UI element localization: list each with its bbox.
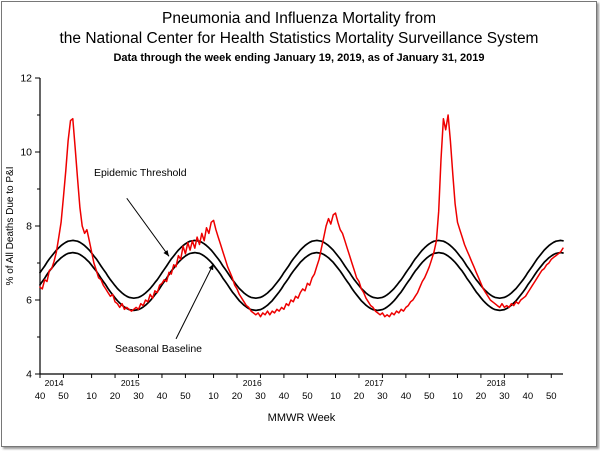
chart-title-line-1: Pneumonia and Influenza Mortality from [162,10,436,27]
epidemic-threshold-line [39,239,564,300]
epidemic-threshold-annotation-label: Epidemic Threshold [94,167,187,179]
x-tick-label: 20 [354,391,365,402]
y-tick-label: 8 [26,221,32,233]
seasonal-baseline-annotation-arrow [175,263,214,340]
x-tick-label: 50 [546,391,557,402]
x-tick-label: 40 [35,391,46,402]
x-tick-label: 40 [157,391,168,402]
x-tick-label: 20 [110,391,121,402]
x-tick-label: 40 [401,391,412,402]
x-tick-label: 20 [476,391,487,402]
x-tick-label: 30 [255,391,266,402]
chart-subtitle: Data through the week ending January 19,… [113,52,485,64]
y-tick-label: 10 [20,147,32,159]
year-label: 2017 [365,378,384,388]
x-tick-label: 50 [302,391,313,402]
x-tick-label: 50 [58,391,69,402]
year-label: 2018 [487,378,506,388]
x-axis-label: MMWR Week [268,412,336,424]
seasonal-baseline-annotation-label: Seasonal Baseline [115,343,202,355]
x-tick-label: 10 [452,391,463,402]
chart-title-line-2: the National Center for Health Statistic… [59,30,539,47]
seasonal-baseline-line [39,251,564,312]
chart-header: Pneumonia and Influenza Mortality from t… [2,2,596,64]
x-tick-label: 40 [279,391,290,402]
x-tick-label: 50 [424,391,435,402]
year-label: 2014 [45,378,64,388]
x-tick-label: 40 [523,391,534,402]
y-tick-label: 12 [20,73,32,85]
year-label: 2015 [121,378,140,388]
x-tick-label: 30 [499,391,510,402]
year-label: 2016 [243,378,262,388]
x-tick-label: 30 [133,391,144,402]
pi-mortality-chart: 4 6 8 10 12 40 50 10 20 30 40 50 10 20 30 40 50 10 20 30 40 5… [5,73,564,424]
x-tick-label: 10 [86,391,97,402]
x-tick-label: 30 [377,391,388,402]
x-tick-label: 10 [208,391,219,402]
pi-mortality-line [39,114,564,318]
epidemic-threshold-annotation-arrow [126,197,170,257]
y-axis-label: % of All Deaths Due to P&I [5,167,16,286]
x-tick-label: 10 [330,391,341,402]
x-tick-label: 50 [180,391,191,402]
y-tick-label: 6 [26,295,32,307]
x-tick-label: 20 [232,391,243,402]
y-tick-label: 4 [26,369,32,381]
